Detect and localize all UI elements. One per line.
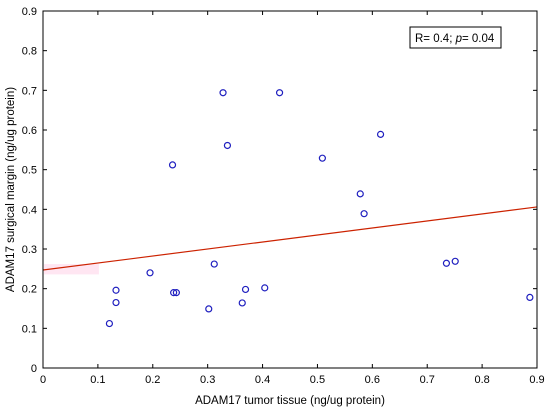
y-tick-label: 0.4 xyxy=(22,204,37,216)
y-tick-label: 0 xyxy=(31,363,37,375)
x-axis-ticks: 0 0.1 0.2 0.3 0.4 0.5 0.6 0.7 0.8 0.9 xyxy=(40,11,545,386)
stats-annotation-box xyxy=(409,26,502,49)
y-tick-label: 0.2 xyxy=(22,284,37,296)
y-axis-ticks: 0 0.1 0.2 0.3 0.4 0.5 0.6 0.7 0.8 0.9 xyxy=(22,6,537,375)
x-tick-label: 0.8 xyxy=(474,374,489,386)
data-points xyxy=(105,89,534,328)
data-point xyxy=(146,269,154,277)
data-point xyxy=(223,141,232,150)
data-point xyxy=(210,260,218,268)
x-tick-label: 0.4 xyxy=(255,374,270,386)
data-point xyxy=(356,190,364,198)
data-point xyxy=(112,286,120,294)
x-tick-label: 0 xyxy=(40,374,46,386)
data-point xyxy=(451,257,459,265)
data-point xyxy=(170,289,178,297)
x-tick-label: 0.7 xyxy=(420,374,435,386)
x-tick-label: 0.3 xyxy=(200,374,215,386)
data-point xyxy=(205,305,213,313)
y-tick-label: 0.9 xyxy=(22,6,37,18)
stats-r-text: R= 0.4; xyxy=(415,33,456,45)
x-tick-label: 0.9 xyxy=(529,374,544,386)
confidence-band xyxy=(44,264,99,275)
data-point xyxy=(219,89,227,97)
data-point xyxy=(275,89,284,97)
y-tick-label: 0.7 xyxy=(22,85,37,97)
stats-p-symbol: p xyxy=(455,33,463,45)
data-point xyxy=(238,299,246,307)
plot-area-frame xyxy=(42,10,538,369)
y-tick-label: 0.6 xyxy=(22,125,37,137)
x-tick-label: 0.2 xyxy=(145,374,160,386)
data-point xyxy=(241,285,250,294)
y-tick-label: 0.5 xyxy=(22,165,37,177)
x-tick-label: 0.5 xyxy=(310,374,325,386)
data-point xyxy=(360,210,368,218)
data-point xyxy=(172,289,180,297)
data-point xyxy=(168,161,177,169)
regression-line xyxy=(42,206,538,271)
y-axis-label: ADAM17 surgical margin (ng/ug protein) xyxy=(5,87,17,292)
data-point xyxy=(442,259,451,267)
x-axis-label: ADAM17 tumor tissue (ng/ug protein) xyxy=(195,395,385,407)
x-tick-label: 0.6 xyxy=(365,374,380,386)
data-point xyxy=(105,319,114,328)
y-tick-label: 0.8 xyxy=(22,46,37,58)
data-point xyxy=(112,298,120,307)
stats-annotation-text: R= 0.4; p= 0.04 xyxy=(415,33,495,45)
stats-p-text: = 0.04 xyxy=(462,33,495,45)
x-tick-label: 0.1 xyxy=(90,374,105,386)
y-tick-label: 0.3 xyxy=(22,244,37,256)
stats-annotation: R= 0.4; p= 0.04 xyxy=(409,26,502,49)
data-point xyxy=(318,154,326,162)
data-point xyxy=(261,284,269,292)
data-point xyxy=(526,293,534,301)
data-point xyxy=(376,130,385,138)
y-tick-label: 0.1 xyxy=(22,323,37,335)
